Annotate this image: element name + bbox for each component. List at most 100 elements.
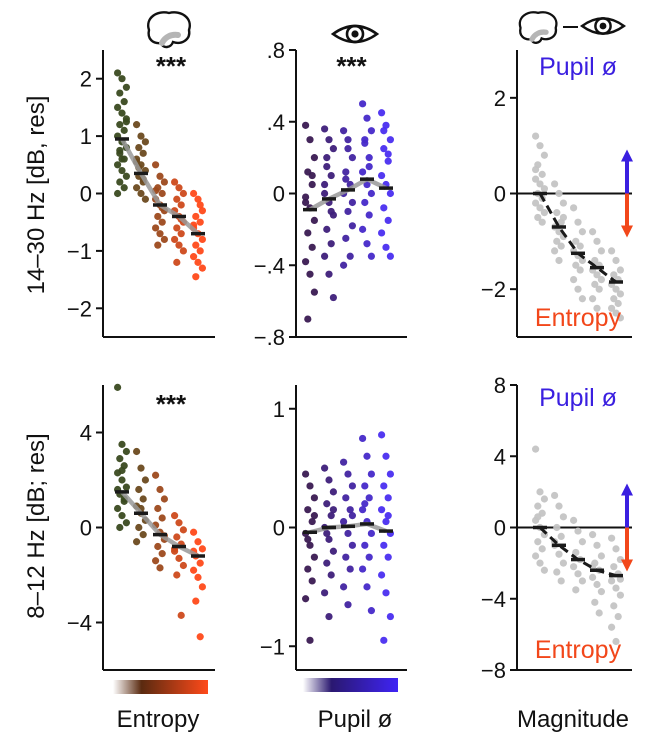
data-point — [359, 434, 367, 443]
data-point — [304, 565, 312, 573]
data-point — [344, 207, 352, 216]
data-point — [139, 149, 147, 157]
data-point — [114, 69, 122, 77]
data-point — [152, 557, 160, 565]
data-point — [198, 583, 206, 591]
data-point — [614, 299, 622, 308]
data-point — [367, 252, 375, 260]
data-point — [555, 256, 563, 265]
data-point — [173, 571, 181, 579]
data-point — [344, 529, 352, 538]
y-tick-label: 0 — [273, 516, 285, 541]
data-point — [612, 637, 620, 646]
data-point — [329, 547, 337, 555]
data-point — [114, 504, 122, 513]
data-point — [384, 494, 392, 502]
row2-ylabel: 8–12 Hz [dB; res] — [23, 433, 50, 618]
data-point — [196, 559, 204, 567]
data-point — [612, 545, 620, 553]
data-point — [327, 571, 335, 579]
data-point — [363, 583, 371, 591]
data-point — [382, 589, 390, 597]
data-point — [321, 252, 329, 260]
data-point — [323, 154, 331, 162]
data-point — [196, 201, 204, 209]
data-point — [194, 195, 202, 203]
data-point — [310, 494, 318, 502]
data-point — [171, 178, 179, 186]
data-point — [616, 314, 625, 322]
data-point — [190, 528, 198, 536]
data-point — [325, 136, 333, 144]
data-point — [196, 218, 204, 226]
data-point — [536, 180, 544, 188]
data-point — [608, 577, 616, 585]
data-point — [610, 295, 618, 303]
data-point — [175, 241, 183, 249]
data-point — [304, 229, 312, 237]
data-point — [608, 247, 616, 255]
data-point — [137, 189, 145, 198]
data-point — [302, 198, 310, 207]
data-point — [591, 280, 599, 288]
data-point — [308, 180, 316, 189]
data-point — [574, 527, 582, 535]
data-point — [359, 100, 367, 108]
data-point — [610, 271, 618, 279]
data-point — [342, 168, 350, 176]
data-point — [306, 270, 314, 278]
xlabel-pupil: Pupil ø — [318, 706, 393, 733]
data-point — [120, 184, 128, 192]
data-point — [553, 209, 561, 217]
data-point — [612, 285, 620, 293]
data-point — [359, 565, 367, 573]
y-tick-label: .8 — [267, 38, 285, 63]
y-tick-label: 0 — [80, 182, 92, 207]
data-point — [321, 180, 329, 189]
data-point — [141, 476, 149, 484]
data-point — [534, 502, 542, 510]
data-point — [114, 103, 122, 111]
data-point — [190, 189, 198, 198]
y-tick-label: 0 — [494, 182, 506, 207]
y-tick-label: 2 — [494, 86, 506, 111]
data-point — [378, 171, 386, 180]
data-point — [384, 553, 392, 561]
data-point — [538, 170, 546, 178]
data-point — [310, 288, 318, 296]
y-tick-label: 0 — [494, 516, 506, 541]
panel-beta-entropy: 2 1 0 −1 −2 *** — [67, 50, 215, 338]
data-point — [116, 455, 124, 463]
data-point — [363, 240, 371, 248]
data-point — [532, 175, 540, 183]
data-point — [378, 506, 386, 514]
data-point — [160, 235, 168, 244]
data-point — [540, 566, 549, 574]
data-point — [325, 270, 333, 278]
data-point — [576, 242, 584, 250]
data-point — [114, 189, 122, 198]
data-point — [310, 216, 318, 225]
data-point — [578, 228, 587, 236]
data-point — [557, 532, 565, 541]
data-point — [532, 165, 540, 174]
data-point — [386, 470, 394, 478]
data-point — [538, 218, 546, 226]
data-point — [532, 552, 540, 560]
data-point — [196, 247, 204, 255]
data-point — [612, 584, 620, 592]
data-point — [158, 514, 166, 522]
data-point — [534, 538, 542, 546]
data-point — [302, 193, 310, 201]
row1-ylabel: 14–30 Hz [dB, res] — [23, 96, 50, 295]
data-point — [380, 636, 388, 644]
data-point — [137, 132, 145, 140]
data-point — [114, 383, 122, 391]
data-point — [310, 512, 318, 520]
data-point — [122, 483, 130, 491]
data-point — [135, 523, 143, 532]
data-point — [367, 127, 375, 135]
y-tick-label: 0 — [273, 182, 285, 207]
data-point — [378, 109, 386, 117]
data-point — [572, 586, 580, 594]
